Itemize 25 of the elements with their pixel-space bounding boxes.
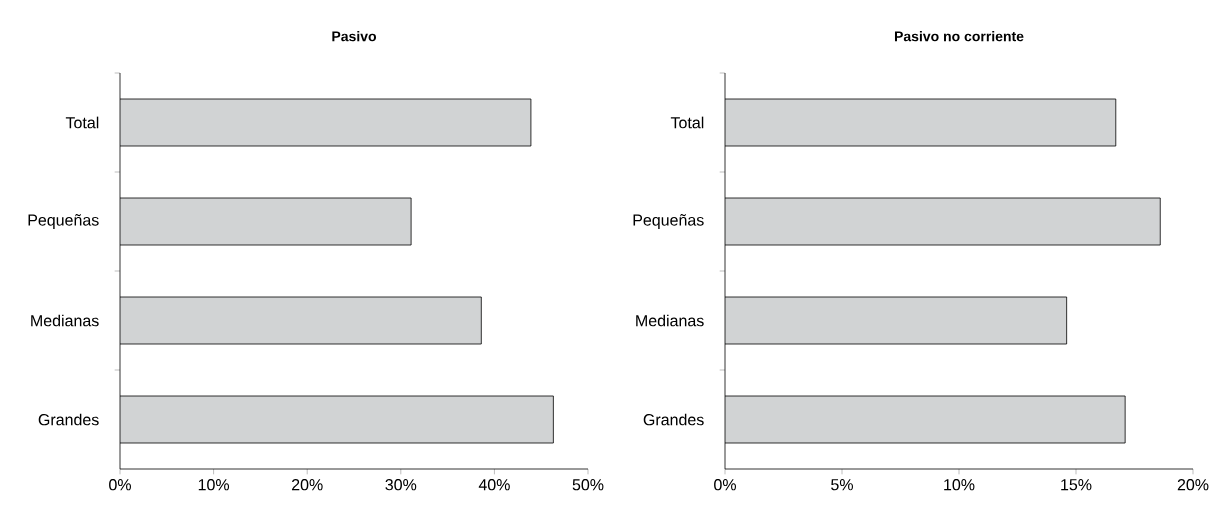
y-tick-label: Total: [670, 116, 704, 129]
x-tick-label: 10%: [944, 479, 975, 491]
x-tick-label: 0%: [109, 479, 131, 491]
x-tick-label: 20%: [291, 479, 323, 491]
y-tick-label: Medianas: [636, 314, 704, 327]
x-tick-label: 50%: [572, 479, 604, 491]
bar: [725, 395, 1126, 444]
y-tick-label: Grandes: [38, 413, 99, 426]
y-tick-label: Pequeñas: [28, 214, 99, 229]
x-tick-label: 0%: [714, 479, 736, 491]
x-tick-label: 10%: [198, 479, 230, 491]
bar: [725, 197, 1161, 246]
bar: [725, 296, 1068, 345]
x-tick-label: 20%: [1177, 479, 1209, 491]
y-tick-label: Pequeñas: [633, 214, 704, 229]
chart-title: Pasivo: [332, 31, 377, 42]
y-tick-label: Total: [65, 116, 99, 129]
x-tick-label: 40%: [478, 479, 510, 491]
x-tick-label: 15%: [1061, 479, 1092, 491]
x-tick-label: 5%: [831, 479, 853, 491]
y-tick-label: Grandes: [643, 413, 704, 426]
y-tick-label: Medianas: [31, 314, 99, 327]
bar: [725, 98, 1117, 147]
chart-title: Pasivo no corriente: [894, 31, 1024, 42]
x-tick-label: 30%: [385, 479, 417, 491]
